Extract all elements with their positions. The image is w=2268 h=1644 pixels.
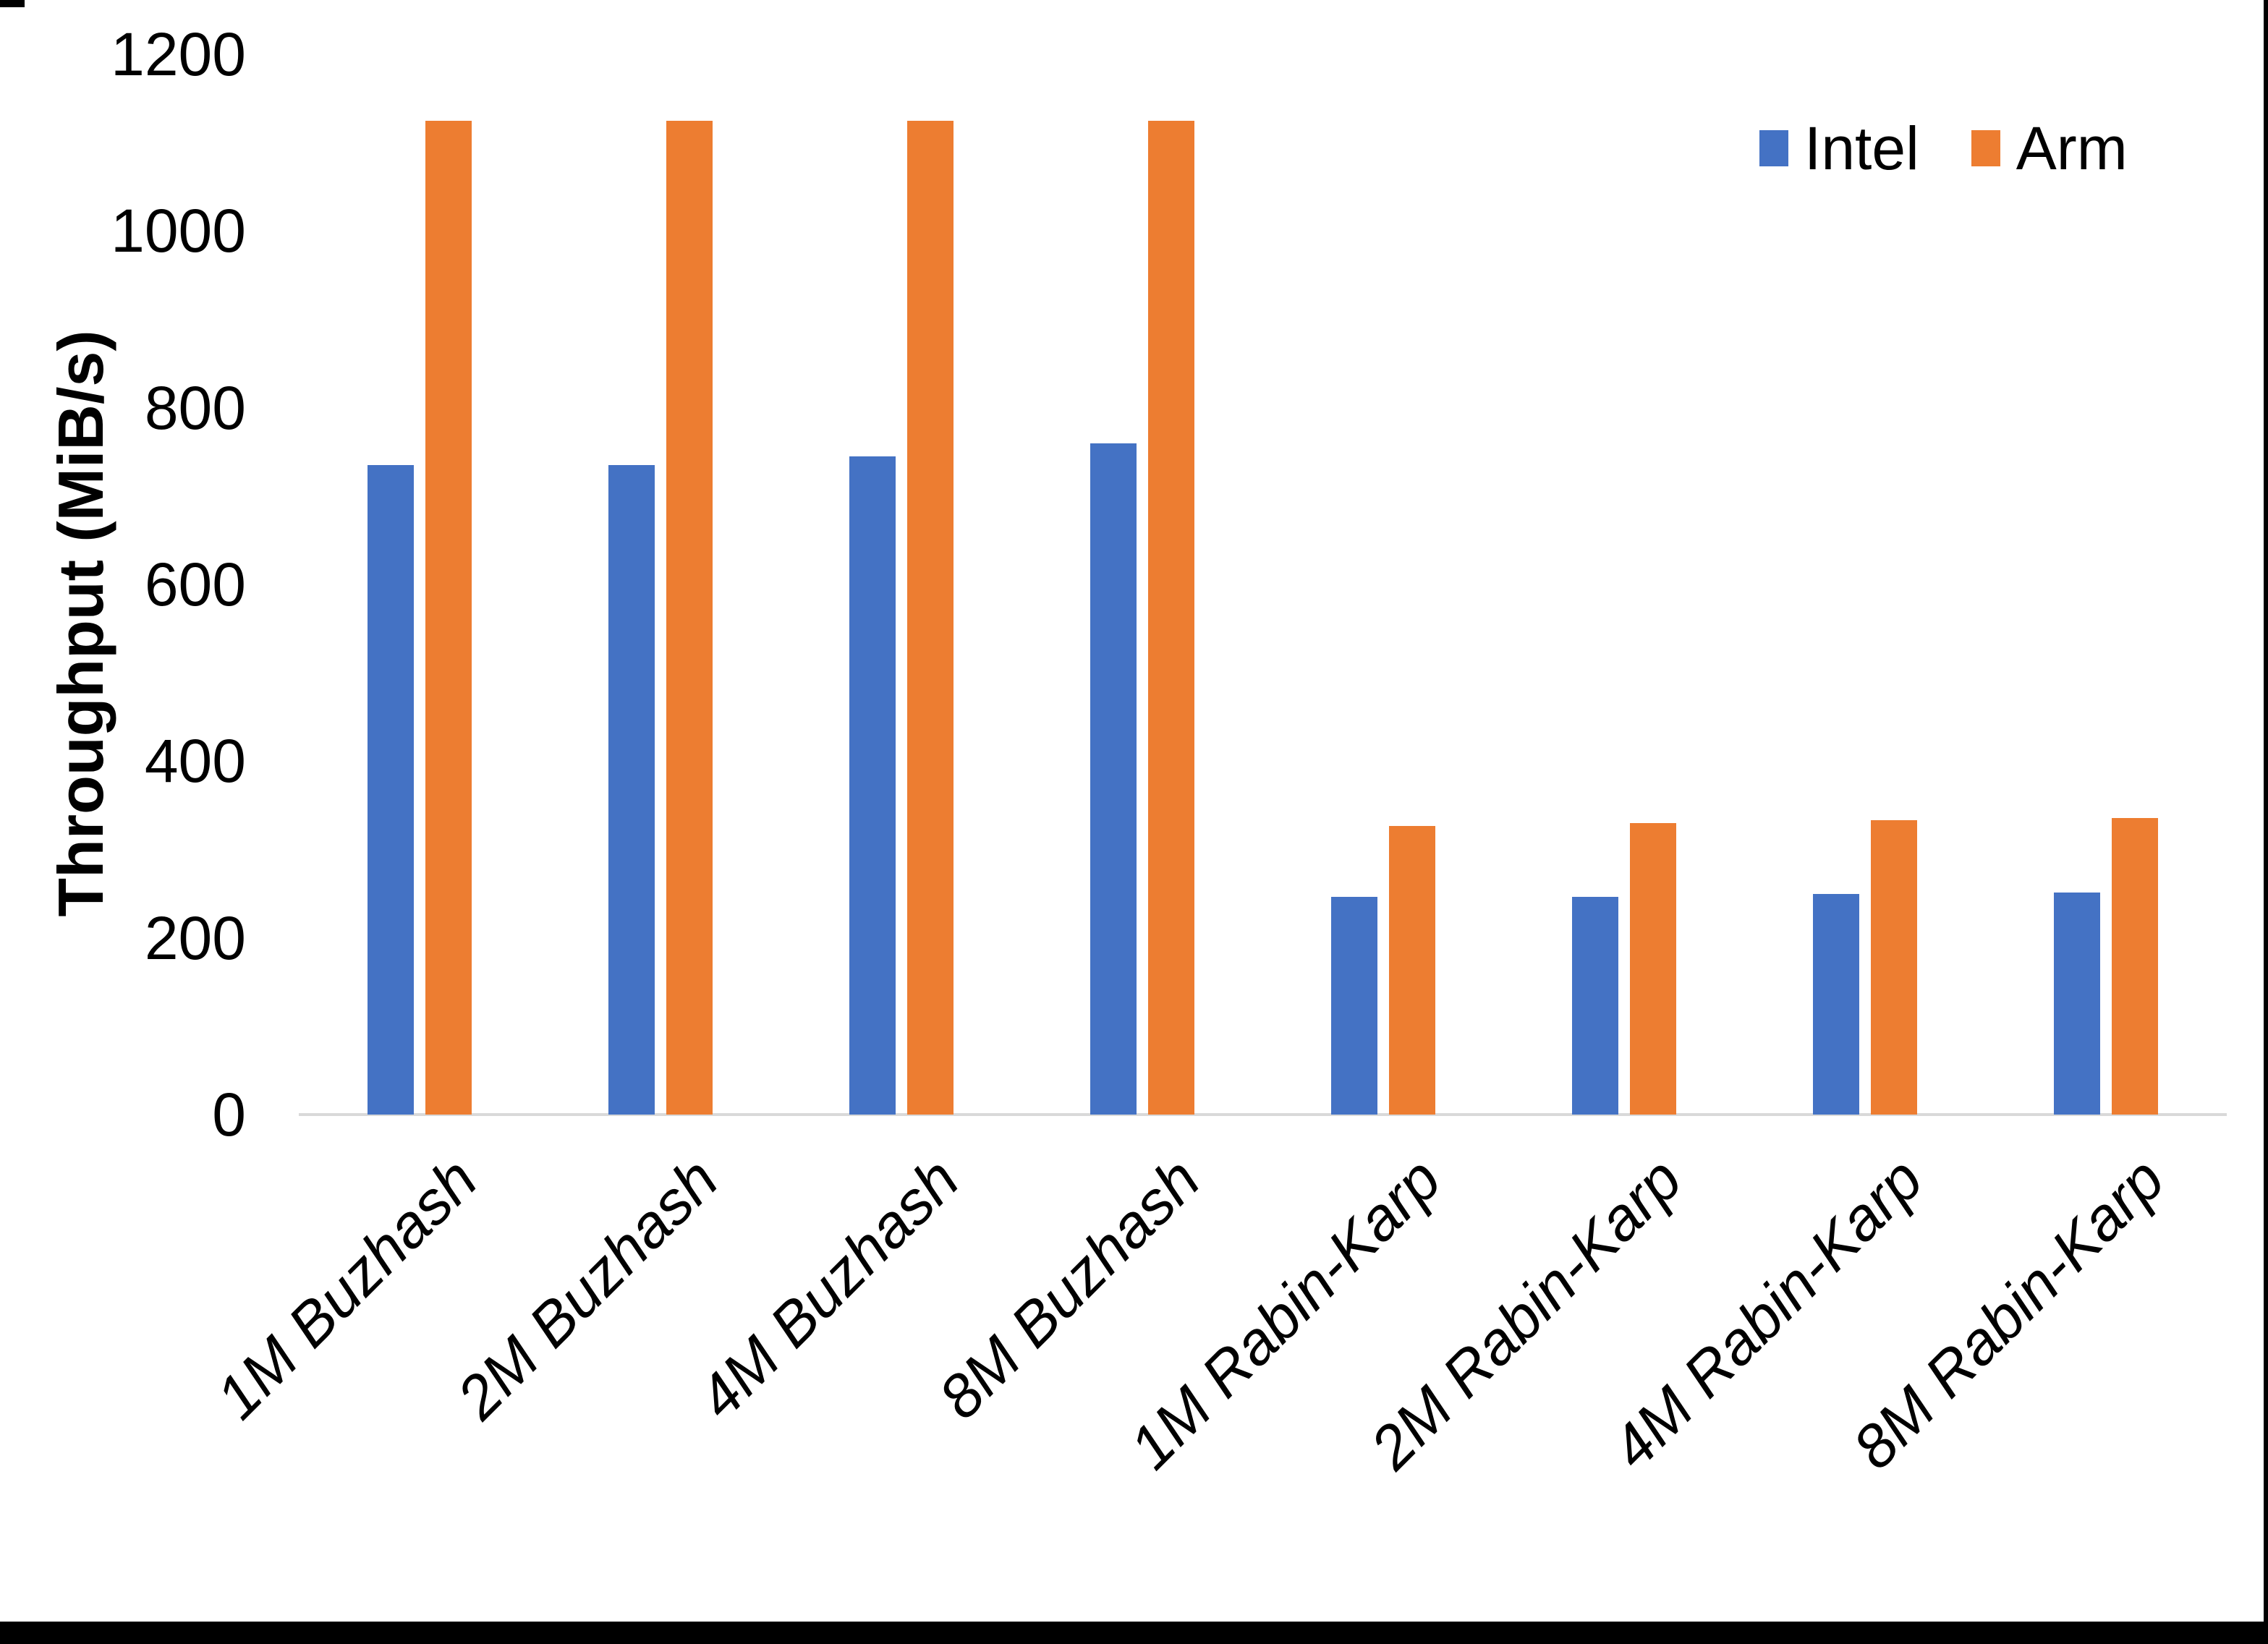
bar-intel-4m-buzhash — [849, 456, 896, 1115]
bar-arm-2m-buzhash — [666, 120, 713, 1115]
plot-area — [299, 54, 2227, 1116]
bar-arm-1m-rabin-karp — [1389, 825, 1436, 1115]
bar-intel-2m-buzhash — [608, 465, 655, 1115]
legend: Intel Arm — [1759, 108, 2128, 188]
bar-group-1m-rabin-karp — [1263, 54, 1504, 1115]
bar-intel-2m-rabin-karp — [1572, 897, 1619, 1115]
y-axis-ticks: 0 200 400 600 800 1000 1200 — [0, 0, 246, 1644]
bar-intel-1m-rabin-karp — [1331, 897, 1378, 1115]
y-tick-0: 0 — [212, 1081, 246, 1149]
bar-group-4m-rabin-karp — [1745, 54, 1986, 1115]
frame-bottom-edge — [0, 1622, 2268, 1644]
bar-group-2m-rabin-karp — [1504, 54, 1745, 1115]
x-label-4m-buzhash: 4M Buzhash — [684, 1144, 972, 1432]
y-tick-400: 400 — [144, 727, 246, 796]
bar-intel-8m-rabin-karp — [2054, 893, 2101, 1115]
bar-intel-4m-rabin-karp — [1813, 893, 1860, 1115]
legend-item-arm: Arm — [1971, 108, 2128, 188]
y-tick-1000: 1000 — [111, 197, 246, 265]
bar-arm-1m-buzhash — [425, 120, 472, 1115]
bar-group-8m-rabin-karp — [1986, 54, 2227, 1115]
y-tick-600: 600 — [144, 550, 246, 618]
x-axis-line — [299, 1113, 2227, 1116]
bar-group-1m-buzhash — [299, 54, 540, 1115]
bar-arm-4m-buzhash — [906, 120, 954, 1115]
bar-arm-2m-rabin-karp — [1630, 822, 1677, 1115]
frame-top-left-mark — [0, 0, 25, 7]
bar-intel-1m-buzhash — [367, 465, 414, 1115]
x-label-2m-buzhash: 2M Buzhash — [443, 1144, 731, 1432]
y-tick-800: 800 — [144, 373, 246, 442]
bar-intel-8m-buzhash — [1090, 443, 1137, 1115]
bar-group-8m-buzhash — [1022, 54, 1262, 1115]
frame-right-edge — [2264, 0, 2268, 1644]
bar-groups — [299, 54, 2227, 1115]
bar-group-2m-buzhash — [540, 54, 781, 1115]
legend-item-intel: Intel — [1759, 108, 1919, 188]
bar-arm-8m-rabin-karp — [2112, 817, 2159, 1115]
legend-swatch-arm — [1971, 130, 2000, 166]
y-tick-1200: 1200 — [111, 20, 246, 88]
legend-label-intel: Intel — [1804, 114, 1919, 182]
bar-group-4m-buzhash — [781, 54, 1022, 1115]
legend-label-arm: Arm — [2016, 114, 2128, 182]
legend-swatch-intel — [1759, 130, 1788, 166]
bar-arm-4m-rabin-karp — [1871, 820, 1918, 1115]
bar-arm-8m-buzhash — [1147, 120, 1194, 1115]
y-tick-200: 200 — [144, 903, 246, 972]
